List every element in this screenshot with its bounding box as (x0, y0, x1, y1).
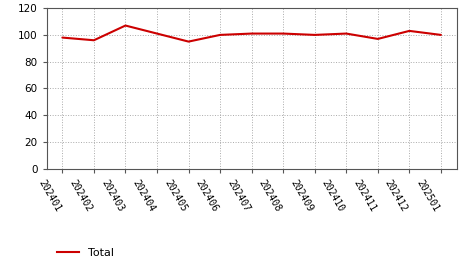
Legend: Total: Total (52, 244, 118, 262)
